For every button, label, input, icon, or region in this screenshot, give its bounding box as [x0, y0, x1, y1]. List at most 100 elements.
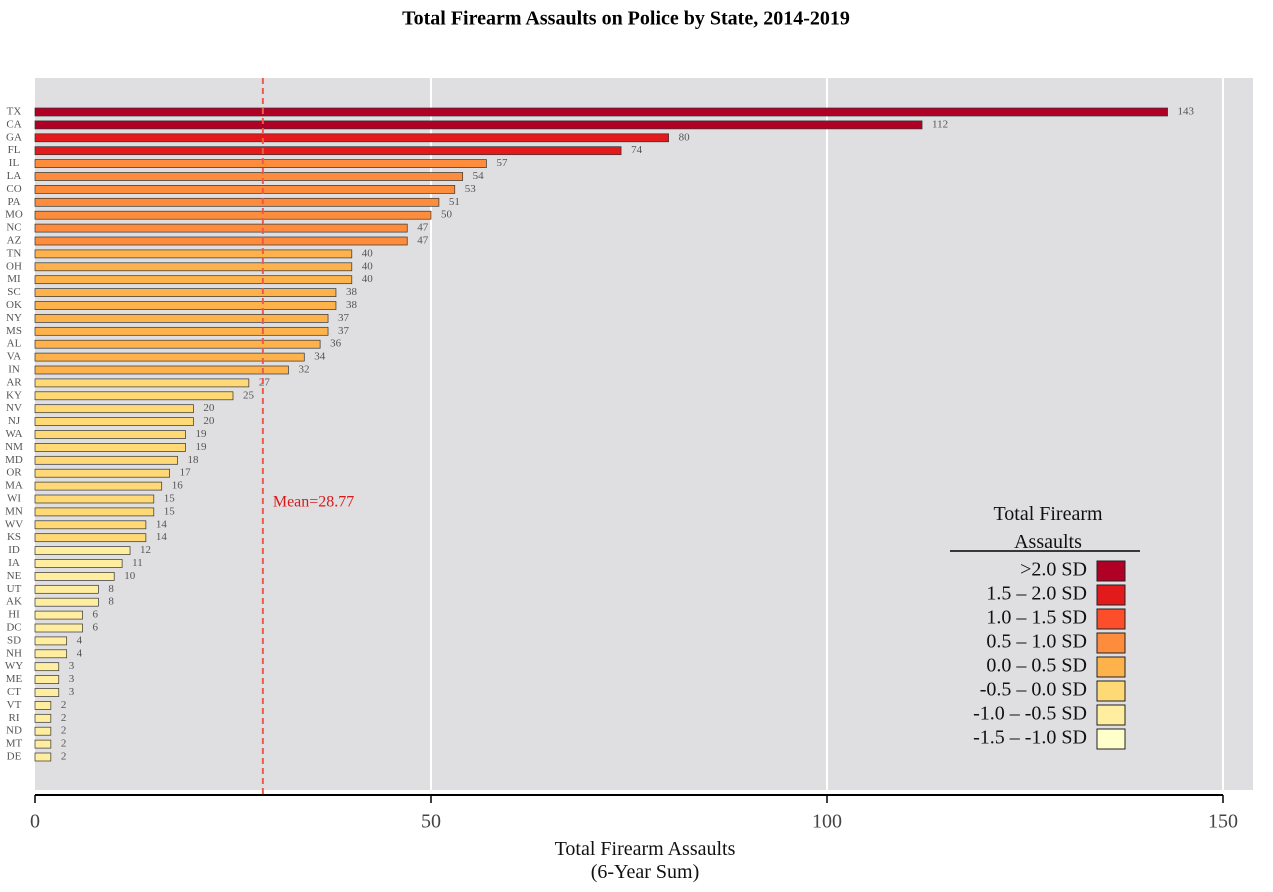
y-tick-label: NH	[6, 647, 22, 659]
bar	[34, 559, 123, 568]
value-label: 34	[314, 351, 326, 363]
bar	[34, 443, 186, 452]
bar	[34, 185, 456, 194]
value-label: 32	[298, 364, 309, 376]
bar	[34, 662, 60, 672]
value-label: 143	[1178, 106, 1195, 118]
y-tick-label: MD	[5, 454, 23, 466]
bar	[34, 520, 147, 530]
value-label: 4	[77, 647, 83, 659]
bar	[34, 701, 52, 710]
bar	[34, 262, 353, 272]
legend-label: 0.0 – 0.5 SD	[986, 655, 1087, 677]
x-axis-label: Total Firearm Assaults (6-Year Sum)	[554, 838, 736, 883]
bar	[34, 726, 52, 736]
value-label: 40	[362, 260, 374, 272]
y-tick-label: DC	[6, 622, 21, 634]
bar	[34, 546, 131, 555]
y-tick-label: NY	[6, 312, 22, 324]
bar	[34, 223, 408, 233]
bar	[34, 739, 52, 749]
bar	[34, 288, 337, 297]
bar	[34, 455, 178, 465]
value-label: 37	[338, 312, 350, 324]
y-tick-label: DE	[7, 751, 22, 763]
value-label: 2	[61, 725, 66, 737]
y-tick-label: PA	[7, 196, 20, 208]
bar	[34, 584, 99, 594]
legend-swatch	[1096, 632, 1126, 654]
bar	[34, 107, 1168, 117]
x-tick-label: 150	[1208, 811, 1238, 833]
value-label: 47	[417, 235, 429, 247]
y-tick-label: KS	[7, 531, 21, 543]
x-tick-label: 50	[421, 811, 441, 833]
value-label: 36	[330, 338, 342, 350]
y-tick-label: NJ	[8, 415, 21, 427]
value-label: 6	[93, 622, 99, 634]
bar	[34, 468, 170, 478]
y-tick-label: MN	[5, 505, 23, 517]
legend-label: >2.0 SD	[1020, 559, 1087, 581]
y-tick-label: AL	[7, 338, 22, 350]
bar	[34, 197, 440, 207]
value-label: 18	[188, 454, 200, 466]
bar	[34, 752, 52, 762]
bar	[34, 326, 329, 336]
y-tick-label: CA	[6, 118, 21, 130]
legend-swatch	[1096, 704, 1126, 726]
value-label: 4	[77, 634, 83, 646]
value-label: 74	[631, 144, 643, 156]
value-label: 14	[156, 531, 168, 543]
bar	[34, 210, 432, 220]
chart-title: Total Firearm Assaults on Police by Stat…	[402, 8, 850, 30]
legend-label: 1.5 – 2.0 SD	[986, 583, 1087, 605]
value-label: 10	[124, 570, 136, 582]
legend-label: 0.5 – 1.0 SD	[986, 631, 1087, 653]
bar	[34, 404, 194, 414]
bar	[34, 494, 155, 504]
y-tick-label: CO	[6, 183, 21, 195]
y-tick-label: TN	[7, 247, 22, 259]
bar	[34, 623, 83, 633]
x-tick-label: 100	[812, 811, 842, 833]
y-tick-label: AR	[6, 376, 22, 388]
value-label: 15	[164, 493, 176, 505]
bar	[34, 636, 68, 646]
bar	[34, 146, 622, 156]
value-label: 2	[61, 738, 66, 750]
value-label: 2	[61, 751, 66, 763]
bar	[34, 236, 408, 246]
value-label: 25	[243, 389, 255, 401]
bar	[34, 597, 99, 607]
bar	[34, 339, 321, 349]
legend-label: -1.0 – -0.5 SD	[973, 703, 1087, 725]
legend-swatch	[1096, 584, 1126, 606]
bar	[34, 572, 115, 581]
bar	[34, 507, 155, 517]
bar	[34, 352, 305, 362]
value-label: 27	[259, 376, 271, 388]
y-tick-label: IL	[9, 157, 20, 169]
y-tick-label: LA	[7, 170, 22, 182]
legend-label: -0.5 – 0.0 SD	[980, 679, 1087, 701]
y-tick-label: AK	[6, 596, 22, 608]
y-tick-label: ID	[8, 544, 20, 556]
legend-title: Total Firearm Assaults	[993, 503, 1103, 553]
value-label: 38	[346, 299, 358, 311]
value-label: 2	[61, 712, 66, 724]
x-tick-label: 0	[30, 811, 40, 833]
y-tick-label: GA	[6, 131, 22, 143]
plot-background	[35, 78, 1253, 790]
y-tick-label: NE	[7, 570, 22, 582]
y-tick-label: SC	[7, 286, 20, 298]
value-label: 20	[203, 415, 215, 427]
value-label: 8	[108, 583, 114, 595]
value-label: 47	[417, 222, 429, 234]
value-label: 20	[203, 402, 215, 414]
y-tick-label: VA	[7, 351, 22, 363]
y-tick-label: HI	[8, 609, 20, 621]
legend-label: -1.5 – -1.0 SD	[973, 727, 1087, 749]
y-tick-label: UT	[7, 583, 22, 595]
